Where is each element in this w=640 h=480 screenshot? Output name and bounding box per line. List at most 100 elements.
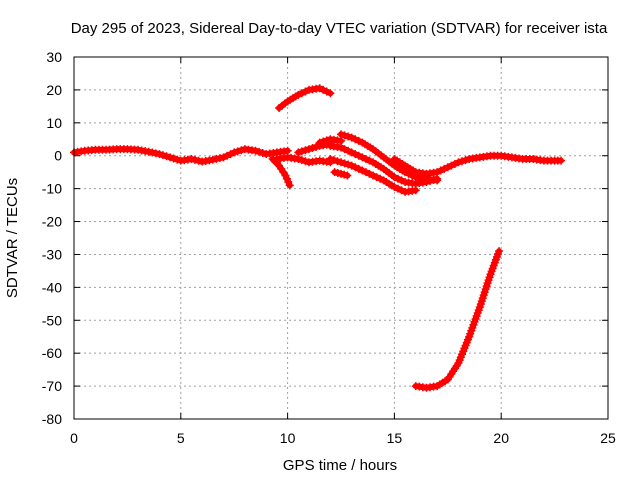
data-point — [233, 147, 242, 156]
y-tick-label: -20 — [42, 214, 62, 230]
data-point — [301, 146, 310, 155]
data-point — [372, 173, 381, 182]
data-point — [447, 161, 456, 170]
data-point — [208, 155, 217, 164]
data-point — [251, 146, 260, 155]
data-point — [326, 155, 335, 164]
data-point — [337, 158, 345, 167]
data-point — [319, 85, 328, 94]
data-point — [304, 145, 313, 154]
data-point — [223, 151, 232, 160]
data-point — [340, 131, 349, 140]
x-tick-label: 5 — [177, 430, 185, 446]
data-point — [347, 148, 356, 157]
data-point — [369, 171, 378, 180]
x-tick-label: 0 — [70, 430, 78, 446]
series-arc-12-deep-negative — [411, 247, 504, 392]
data-point — [358, 153, 367, 162]
series-arc-1-baseline-morning — [70, 145, 292, 166]
data-point — [212, 154, 221, 163]
series-arc-2-dip-near-10h — [268, 155, 294, 190]
data-point — [297, 156, 306, 165]
data-point — [365, 156, 374, 165]
y-tick-label: -60 — [42, 345, 62, 361]
data-point — [361, 155, 370, 164]
data-point — [162, 152, 171, 161]
data-point — [393, 184, 402, 193]
data-point — [337, 130, 345, 139]
data-point — [255, 147, 264, 156]
data-point — [166, 153, 175, 162]
data-point — [443, 163, 452, 172]
series-arc-9-decline-band-b — [326, 141, 442, 188]
y-tick-label: 30 — [46, 49, 62, 65]
y-tick-label: -40 — [42, 279, 62, 295]
data-point — [344, 132, 353, 141]
data-point — [376, 174, 385, 183]
data-point — [155, 150, 164, 159]
x-axis-label: GPS time / hours — [283, 457, 397, 474]
data-point — [354, 151, 363, 160]
data-point — [344, 146, 353, 155]
data-point — [258, 148, 267, 157]
data-point — [343, 171, 352, 180]
data-point — [495, 247, 504, 256]
chart-title: Day 295 of 2023, Sidereal Day-to-day VTE… — [71, 20, 608, 37]
data-point — [347, 161, 356, 170]
tick-labels: 0 5 10 15 20 25 30 20 10 0 -10 -20 -30 -40 -50 -60 -70 -8… — [42, 49, 616, 446]
data-point — [411, 186, 420, 195]
data-series — [70, 84, 566, 392]
data-point — [219, 153, 228, 162]
data-point — [301, 157, 310, 166]
data-point — [354, 164, 363, 173]
data-point — [230, 148, 239, 157]
series-arc-7-short-low — [330, 168, 352, 180]
data-point — [397, 186, 406, 195]
data-point — [454, 158, 463, 167]
data-point — [390, 182, 399, 191]
data-point — [433, 168, 442, 177]
data-point — [557, 156, 566, 165]
x-tick-label: 20 — [493, 430, 509, 446]
data-point — [340, 145, 349, 154]
grid-lines — [74, 57, 608, 419]
data-point — [173, 155, 182, 164]
data-point — [351, 150, 360, 159]
series-line — [276, 85, 334, 112]
data-point — [326, 89, 335, 98]
data-point — [194, 156, 203, 165]
y-tick-label: 10 — [46, 115, 62, 131]
data-point — [187, 155, 196, 164]
y-tick-label: -70 — [42, 378, 62, 394]
data-point — [337, 143, 345, 152]
data-point — [461, 156, 470, 165]
data-point — [333, 157, 342, 166]
data-point — [308, 144, 317, 153]
data-point — [315, 138, 324, 147]
data-point — [340, 159, 349, 168]
data-point — [215, 154, 224, 163]
data-point — [354, 136, 363, 145]
data-point — [191, 155, 200, 164]
y-tick-label: -50 — [42, 312, 62, 328]
data-point — [285, 181, 294, 190]
x-tick-label: 10 — [280, 430, 296, 446]
data-point — [351, 135, 360, 144]
data-point — [169, 154, 178, 163]
data-point — [237, 146, 246, 155]
data-point — [294, 90, 303, 99]
data-point — [159, 151, 167, 160]
data-point — [393, 174, 402, 183]
data-point — [436, 166, 445, 175]
data-point — [426, 176, 434, 185]
data-point — [144, 147, 153, 156]
data-point — [319, 137, 328, 146]
data-point — [315, 84, 324, 93]
data-point — [344, 160, 353, 169]
data-point — [347, 133, 356, 142]
y-tick-label: -30 — [42, 246, 62, 262]
data-point — [329, 156, 338, 165]
series-arc-3-positive-20-tecu — [275, 84, 335, 113]
